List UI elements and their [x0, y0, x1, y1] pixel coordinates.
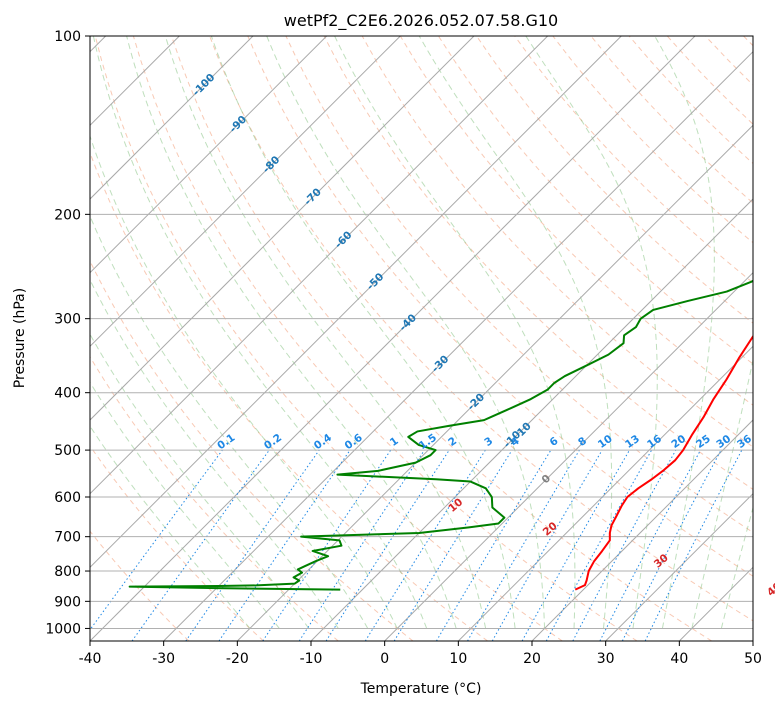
moist-adiabat-line — [126, 36, 457, 629]
isotherm-line — [163, 50, 753, 641]
isotherm-line — [310, 198, 753, 641]
plot-frame — [89, 35, 754, 642]
dry-adiabat-label: 40 — [765, 580, 775, 599]
y-tick-label: 1000 — [45, 621, 81, 637]
moist-adiabat-line — [90, 333, 310, 629]
mixing-ratio-line — [325, 449, 450, 641]
isotherm-line — [384, 271, 753, 641]
x-tick-label: -30 — [152, 651, 175, 667]
isotherm-line — [90, 36, 254, 200]
dry-adiabat-line — [399, 36, 753, 406]
isotherm-line — [90, 36, 696, 641]
dry-adiabat-line — [90, 151, 488, 641]
dry-adiabat-line — [514, 36, 753, 284]
y-axis-label: Pressure (hPa) — [12, 288, 28, 388]
y-tick-label: 900 — [54, 594, 81, 610]
moist-adiabat-line — [90, 214, 369, 629]
mixing-ratio-line — [393, 449, 513, 641]
x-tick-label: 20 — [523, 651, 541, 667]
y-tick-label: 600 — [54, 490, 81, 506]
x-tick-label: 50 — [744, 651, 762, 667]
temperature-profile-line — [574, 334, 753, 591]
isotherm-line — [90, 36, 475, 421]
x-axis-ticks: -40 -30 -20 -10 0 10 20 30 40 50 — [79, 641, 762, 667]
profile-series — [128, 279, 753, 591]
dewpoint-profile-line — [128, 279, 753, 591]
y-tick-label: 200 — [54, 207, 81, 223]
x-tick-label: 30 — [597, 651, 615, 667]
y-tick-label: 400 — [54, 386, 81, 402]
moist-adiabat-line — [691, 357, 753, 629]
moist-adiabat-line — [720, 505, 753, 629]
mixing-ratio-line — [572, 449, 677, 641]
dry-adiabat-line — [209, 36, 753, 622]
moist-adiabat-line — [334, 36, 576, 629]
isotherm-line — [90, 36, 328, 274]
x-tick-label: -10 — [300, 651, 323, 667]
mixing-ratio-line — [131, 449, 270, 641]
moist-adiabat-line — [164, 36, 487, 629]
y-tick-label: 700 — [54, 530, 81, 546]
mixing-ratio-line — [545, 449, 653, 641]
mixing-ratio-line — [521, 449, 630, 641]
moist-adiabat-line — [92, 36, 428, 629]
isotherm-line — [90, 36, 549, 495]
moist-adiabat-line — [654, 36, 715, 629]
dry-adiabat-line — [361, 36, 753, 448]
mixing-ratio-line — [90, 449, 223, 631]
moist-adiabat-line — [418, 36, 613, 629]
y-tick-label: 100 — [54, 29, 81, 45]
moist-adiabat-line — [266, 36, 546, 629]
x-axis-label: Temperature (°C) — [360, 681, 482, 697]
isotherm-line — [90, 36, 401, 348]
moist-adiabat-line — [525, 36, 658, 629]
mixing-ratio-line — [218, 449, 351, 641]
isotherm-line — [90, 36, 622, 569]
isotherm-line — [531, 419, 753, 641]
isotherm-line — [605, 492, 753, 641]
dry-adiabat-line — [94, 36, 563, 641]
dry-adiabat-line — [90, 355, 339, 641]
moist-adiabat-line — [210, 36, 516, 629]
mixing-ratio-line — [262, 449, 392, 641]
mixing-ratio-line — [298, 449, 425, 641]
x-tick-label: 0 — [380, 651, 389, 667]
y-tick-label: 300 — [54, 312, 81, 328]
mixing-ratio-line — [644, 449, 743, 641]
chart-title: wetPf2_C2E6.2026.052.07.58.G10 — [284, 11, 558, 31]
y-tick-label: 500 — [54, 443, 81, 459]
x-tick-label: 10 — [449, 651, 467, 667]
y-axis-ticks: 100 200 300 400 500 600 700 800 900 1000 — [45, 29, 90, 637]
x-tick-label: -40 — [79, 651, 102, 667]
moist-adiabat-line — [90, 381, 280, 629]
dry-adiabat-line — [90, 530, 190, 641]
moist-adiabat-line — [90, 134, 398, 629]
dry-adiabat-line — [90, 445, 264, 641]
mixing-ratio-line — [185, 449, 320, 641]
x-tick-label: 40 — [670, 651, 688, 667]
moist-adiabat-line — [90, 278, 339, 629]
pressure-gridlines — [90, 35, 753, 629]
x-tick-label: -20 — [226, 651, 249, 667]
dry-adiabat-line — [171, 36, 713, 641]
isotherm-line — [457, 345, 753, 641]
dry-adiabat-line — [247, 36, 753, 577]
plot-background-lines — [90, 36, 753, 641]
y-tick-label: 800 — [54, 564, 81, 580]
